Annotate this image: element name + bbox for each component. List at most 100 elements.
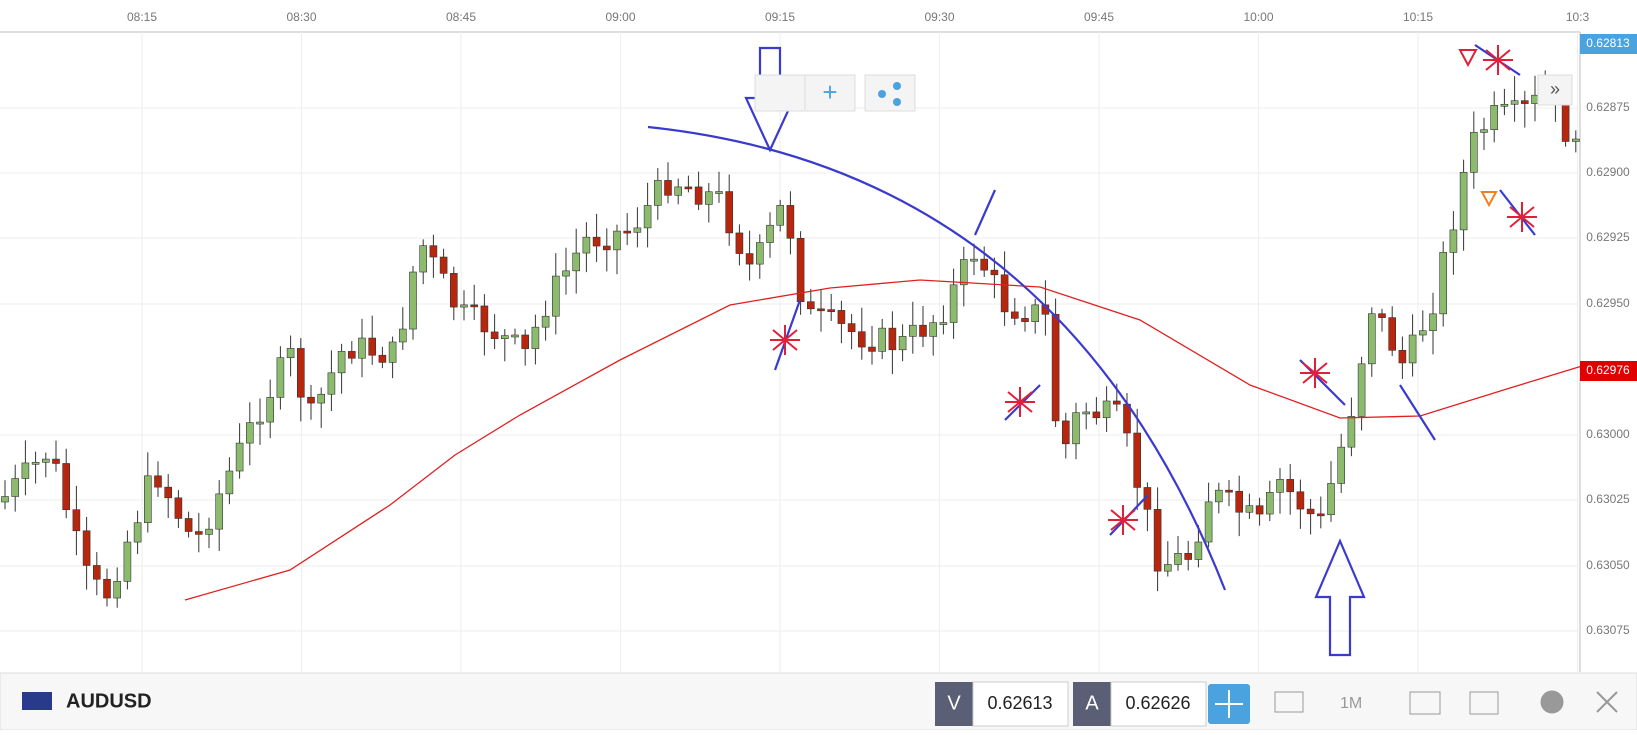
candle-body bbox=[827, 309, 836, 312]
share[interactable] bbox=[864, 74, 916, 112]
candle-body bbox=[776, 205, 785, 226]
candle-body bbox=[674, 186, 683, 196]
candle-body bbox=[1286, 479, 1294, 493]
candle-body bbox=[1510, 100, 1519, 105]
candle-body bbox=[1480, 129, 1488, 133]
candle-body bbox=[286, 348, 295, 358]
candle-body bbox=[1082, 411, 1090, 415]
candle-body bbox=[1296, 491, 1305, 510]
candle-body bbox=[347, 351, 356, 359]
candle-body bbox=[1062, 420, 1070, 445]
star bbox=[1300, 358, 1330, 388]
candle-body bbox=[1429, 313, 1437, 332]
price-label: 0.63025 bbox=[1586, 492, 1630, 506]
candle-body bbox=[1459, 172, 1468, 231]
candle-body bbox=[480, 305, 489, 333]
candle-body bbox=[888, 327, 897, 351]
candle-body bbox=[1164, 564, 1172, 572]
candle-body bbox=[490, 331, 499, 340]
time-label: 09:00 bbox=[605, 10, 635, 24]
candle-body bbox=[1204, 501, 1213, 543]
candle-body bbox=[41, 458, 50, 463]
candle-body bbox=[1245, 505, 1254, 513]
candle-body bbox=[154, 475, 162, 488]
candle-body bbox=[582, 236, 591, 254]
candle-body bbox=[1010, 311, 1019, 319]
candle-body bbox=[531, 326, 540, 349]
candle-body bbox=[664, 180, 672, 196]
sell-button[interactable] bbox=[972, 681, 1069, 727]
candle-body bbox=[796, 237, 805, 303]
candle-body bbox=[174, 497, 183, 519]
candle-body bbox=[1133, 432, 1141, 488]
triangle bbox=[1458, 49, 1478, 68]
expand-icon: » bbox=[1550, 79, 1560, 99]
candle-body bbox=[378, 354, 387, 363]
candle-body bbox=[623, 230, 632, 234]
candle-body bbox=[205, 528, 213, 535]
candle-body bbox=[908, 324, 917, 337]
star bbox=[770, 325, 800, 355]
mark-line bbox=[773, 299, 802, 371]
candle-body bbox=[21, 462, 30, 479]
candle-body bbox=[123, 541, 132, 582]
time-label: 10:3 bbox=[1566, 10, 1590, 24]
candle-body bbox=[735, 232, 744, 254]
top-price-label: 0.62813 bbox=[1586, 36, 1630, 50]
expand[interactable] bbox=[1537, 74, 1573, 106]
candle-body bbox=[868, 346, 876, 352]
fullscreen[interactable] bbox=[1596, 691, 1618, 713]
candle-body bbox=[327, 372, 336, 395]
draw-tool[interactable] bbox=[1274, 691, 1304, 713]
candle-body bbox=[1174, 552, 1182, 565]
candle-body bbox=[164, 486, 172, 499]
candle-body bbox=[215, 493, 223, 530]
candle-body bbox=[439, 256, 448, 274]
candle-body bbox=[1113, 400, 1121, 405]
candle-body bbox=[1408, 334, 1417, 364]
buy-side[interactable] bbox=[1073, 682, 1111, 726]
star bbox=[1507, 202, 1537, 232]
candle-body bbox=[1072, 412, 1080, 445]
candle-body bbox=[1521, 100, 1529, 104]
chart-type[interactable] bbox=[1409, 691, 1441, 715]
candle-body bbox=[1327, 483, 1335, 516]
sell-side[interactable] bbox=[935, 682, 973, 726]
red-marks bbox=[770, 45, 1537, 535]
zoom-in[interactable] bbox=[804, 74, 856, 112]
candle-body bbox=[460, 304, 468, 308]
candle-body bbox=[1317, 513, 1325, 517]
candle-body bbox=[388, 341, 397, 363]
time-label: 08:45 bbox=[446, 10, 476, 24]
candle-body bbox=[256, 421, 264, 425]
zoom-out[interactable] bbox=[754, 74, 806, 112]
mark-line bbox=[1399, 384, 1436, 441]
candle-body bbox=[113, 581, 121, 599]
price-label: 0.62900 bbox=[1586, 165, 1630, 179]
candle-body bbox=[31, 462, 40, 465]
candle-body bbox=[1357, 363, 1366, 417]
candle-body bbox=[266, 397, 275, 423]
settings[interactable] bbox=[1540, 690, 1564, 714]
candle-body bbox=[184, 518, 193, 532]
candle-body bbox=[419, 245, 428, 273]
candle-body bbox=[317, 393, 326, 404]
mark-line bbox=[973, 189, 997, 236]
crosshair-icon bbox=[1215, 690, 1243, 718]
current-price-label: 0.62976 bbox=[1586, 363, 1630, 377]
star bbox=[1108, 505, 1138, 535]
candle-body bbox=[1561, 101, 1570, 142]
interval-icon[interactable]: 1M bbox=[1340, 695, 1362, 712]
candle-body bbox=[1347, 416, 1356, 448]
candle-body bbox=[643, 205, 652, 229]
candle-body bbox=[1235, 490, 1243, 513]
candle-body bbox=[837, 310, 846, 324]
candle-body bbox=[1000, 274, 1009, 313]
top-price-tag bbox=[1580, 34, 1637, 54]
buy-button[interactable] bbox=[1110, 681, 1207, 727]
candle-body bbox=[1225, 489, 1233, 493]
indicators[interactable] bbox=[1469, 691, 1499, 715]
candle-body bbox=[562, 270, 570, 277]
candle-body bbox=[1092, 411, 1101, 419]
candles bbox=[1, 70, 1580, 608]
